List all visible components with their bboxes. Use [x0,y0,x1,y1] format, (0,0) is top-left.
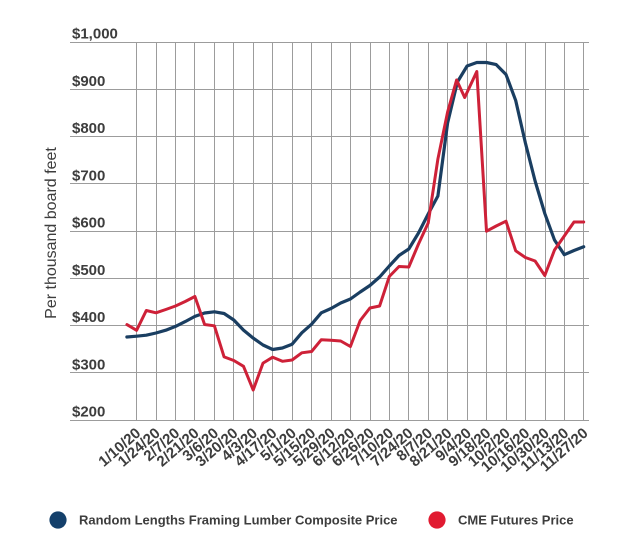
svg-text:$800: $800 [72,120,105,137]
svg-text:$200: $200 [72,404,105,421]
svg-text:$1,000: $1,000 [72,26,118,43]
svg-text:Random Lengths Framing Lumber: Random Lengths Framing Lumber Composite … [79,513,398,528]
svg-text:$300: $300 [72,356,105,373]
svg-text:$400: $400 [72,309,105,326]
svg-text:$900: $900 [72,73,105,90]
svg-text:$700: $700 [72,167,105,184]
svg-text:Per thousand board feet: Per thousand board feet [43,147,60,319]
svg-text:$600: $600 [72,215,105,232]
svg-text:$500: $500 [72,262,105,279]
svg-text:CME Futures Price: CME Futures Price [458,513,574,528]
